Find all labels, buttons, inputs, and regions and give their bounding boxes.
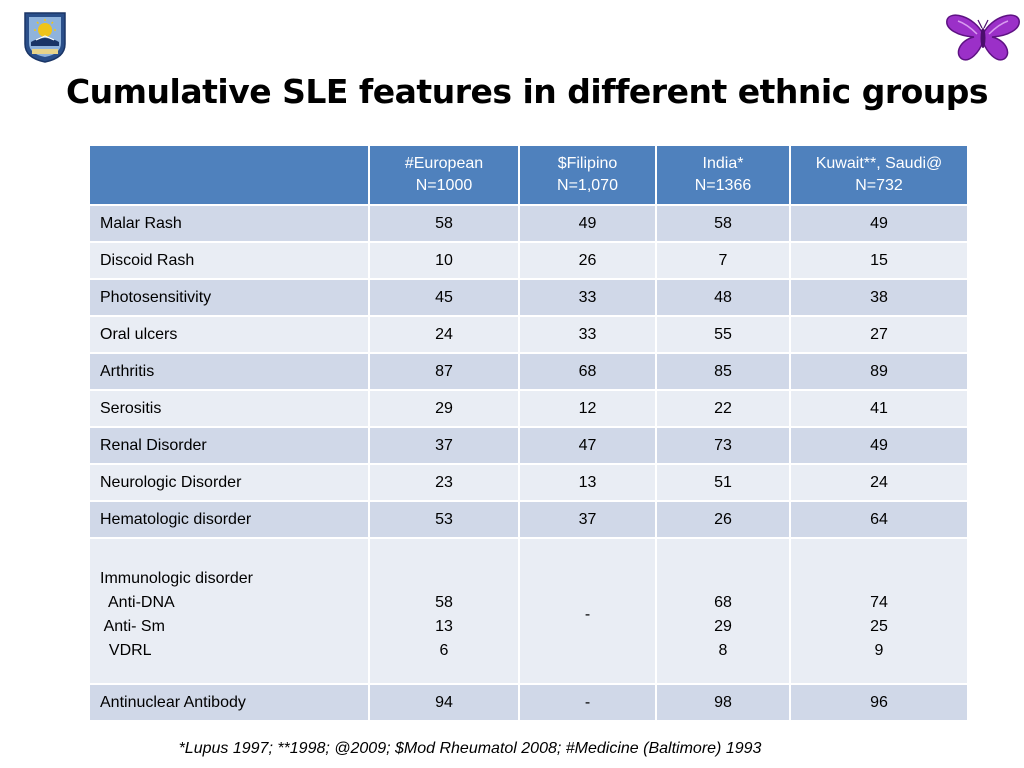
table-cell: 24 [789, 463, 969, 502]
table-cell: 41 [789, 389, 969, 428]
table-row: Malar Rash 58 49 58 49 [88, 204, 969, 243]
row-label: Discoid Rash [88, 241, 370, 280]
table-cell: 33 [518, 278, 657, 317]
table-cell: 15 [789, 241, 969, 280]
row-label: Arthritis [88, 352, 370, 391]
table-cell: 73 [655, 426, 791, 465]
table-cell: 53 [368, 500, 520, 539]
table-row: Renal Disorder 37 47 73 49 [88, 426, 969, 465]
table-cell: 22 [655, 389, 791, 428]
table-cell: 64 [789, 500, 969, 539]
row-label: Immunologic disorder Anti-DNA Anti- Sm V… [88, 537, 370, 685]
table-cell: 49 [789, 426, 969, 465]
table-cell: 27 [789, 315, 969, 354]
table-row: Arthritis 87 68 85 89 [88, 352, 969, 391]
table-cell: 13 [518, 463, 657, 502]
table-cell: 38 [789, 278, 969, 317]
footnote-references: *Lupus 1997; **1998; @2009; $Mod Rheumat… [178, 740, 762, 757]
table-cell: 33 [518, 315, 657, 354]
table-row: Serositis 29 12 22 41 [88, 389, 969, 428]
table-cell: 47 [518, 426, 657, 465]
table-cell: - [518, 537, 657, 685]
table-cell: 89 [789, 352, 969, 391]
anti-dna-label: Anti-DNA [100, 594, 175, 611]
table-cell: 29 [368, 389, 520, 428]
table-cell: 85 [655, 352, 791, 391]
table-cell: 58 [655, 204, 791, 243]
table-cell: 94 [368, 683, 520, 722]
table-cell: 51 [655, 463, 791, 502]
header-corner-cell [88, 144, 370, 206]
row-label: Serositis [88, 389, 370, 428]
table-cell: 55 [655, 315, 791, 354]
table-cell: 24 [368, 315, 520, 354]
table-cell: 49 [789, 204, 969, 243]
table-cell: 45 [368, 278, 520, 317]
table-row: Neurologic Disorder 23 13 51 24 [88, 463, 969, 502]
table-cell: 37 [368, 426, 520, 465]
table-cell: 26 [655, 500, 791, 539]
table-row: Discoid Rash 10 26 7 15 [88, 241, 969, 280]
table-cell: 23 [368, 463, 520, 502]
table-cell: 96 [789, 683, 969, 722]
table-cell: 58 13 6 [368, 537, 520, 685]
table-row: Hematologic disorder 53 37 26 64 [88, 500, 969, 539]
row-label: Photosensitivity [88, 278, 370, 317]
vdrl-label: VDRL [100, 642, 152, 659]
row-label: Renal Disorder [88, 426, 370, 465]
row-label: Antinuclear Antibody [88, 683, 370, 722]
table-cell: 98 [655, 683, 791, 722]
header-kuwait-saudi: Kuwait**, Saudi@ N=732 [789, 144, 969, 206]
table-cell: 68 [518, 352, 657, 391]
slide-title: Cumulative SLE features in different eth… [65, 72, 989, 111]
sle-features-table: #European N=1000 $Filipino N=1,070 India… [88, 144, 969, 722]
table-cell: 7 [655, 241, 791, 280]
header-filipino: $Filipino N=1,070 [518, 144, 657, 206]
table-cell: 26 [518, 241, 657, 280]
butterfly-icon [944, 12, 1022, 64]
table-cell: 10 [368, 241, 520, 280]
table-row: Antinuclear Antibody 94 - 98 96 [88, 683, 969, 722]
table-row: Oral ulcers 24 33 55 27 [88, 315, 969, 354]
table-header-row: #European N=1000 $Filipino N=1,070 India… [88, 144, 969, 206]
row-label: Malar Rash [88, 204, 370, 243]
university-seal-icon [22, 10, 68, 64]
table-cell: 49 [518, 204, 657, 243]
table-cell: 37 [518, 500, 657, 539]
table-cell: - [518, 683, 657, 722]
header-european: #European N=1000 [368, 144, 520, 206]
table-cell: 12 [518, 389, 657, 428]
table-cell: 48 [655, 278, 791, 317]
table-cell: 87 [368, 352, 520, 391]
header-india: India* N=1366 [655, 144, 791, 206]
table-cell: 74 25 9 [789, 537, 969, 685]
table-row: Photosensitivity 45 33 48 38 [88, 278, 969, 317]
immunologic-label: Immunologic disorder [100, 570, 253, 587]
table-cell: 68 29 8 [655, 537, 791, 685]
row-label: Neurologic Disorder [88, 463, 370, 502]
anti-sm-label: Anti- Sm [100, 618, 165, 635]
table-row-immunologic: Immunologic disorder Anti-DNA Anti- Sm V… [88, 537, 969, 685]
table-cell: 58 [368, 204, 520, 243]
row-label: Hematologic disorder [88, 500, 370, 539]
row-label: Oral ulcers [88, 315, 370, 354]
